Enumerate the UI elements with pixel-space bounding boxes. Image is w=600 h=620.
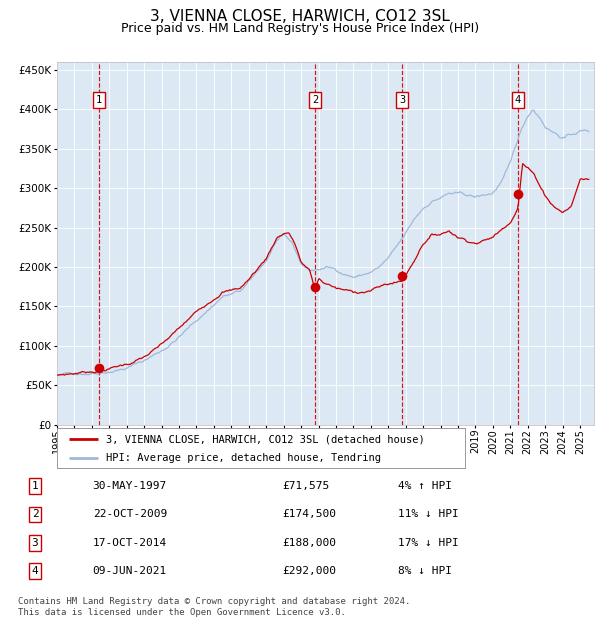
Text: 09-JUN-2021: 09-JUN-2021 [92, 566, 167, 576]
Text: 1: 1 [96, 95, 102, 105]
Text: 2: 2 [32, 510, 38, 520]
Text: £71,575: £71,575 [283, 481, 330, 491]
Text: 11% ↓ HPI: 11% ↓ HPI [398, 510, 458, 520]
Text: 30-MAY-1997: 30-MAY-1997 [92, 481, 167, 491]
Text: Contains HM Land Registry data © Crown copyright and database right 2024.
This d: Contains HM Land Registry data © Crown c… [18, 598, 410, 617]
Text: £174,500: £174,500 [283, 510, 337, 520]
Text: 4: 4 [32, 566, 38, 576]
Text: 2: 2 [312, 95, 319, 105]
Text: 3: 3 [399, 95, 405, 105]
Text: 17% ↓ HPI: 17% ↓ HPI [398, 538, 458, 547]
Text: 8% ↓ HPI: 8% ↓ HPI [398, 566, 452, 576]
Text: 1: 1 [32, 481, 38, 491]
Text: 17-OCT-2014: 17-OCT-2014 [92, 538, 167, 547]
Text: £188,000: £188,000 [283, 538, 337, 547]
Text: £292,000: £292,000 [283, 566, 337, 576]
Text: 4: 4 [515, 95, 521, 105]
Text: 3: 3 [32, 538, 38, 547]
Text: Price paid vs. HM Land Registry's House Price Index (HPI): Price paid vs. HM Land Registry's House … [121, 22, 479, 35]
Text: 3, VIENNA CLOSE, HARWICH, CO12 3SL (detached house): 3, VIENNA CLOSE, HARWICH, CO12 3SL (deta… [106, 434, 425, 444]
Text: 22-OCT-2009: 22-OCT-2009 [92, 510, 167, 520]
Text: 4% ↑ HPI: 4% ↑ HPI [398, 481, 452, 491]
Text: HPI: Average price, detached house, Tendring: HPI: Average price, detached house, Tend… [106, 453, 381, 463]
Text: 3, VIENNA CLOSE, HARWICH, CO12 3SL: 3, VIENNA CLOSE, HARWICH, CO12 3SL [150, 9, 450, 24]
